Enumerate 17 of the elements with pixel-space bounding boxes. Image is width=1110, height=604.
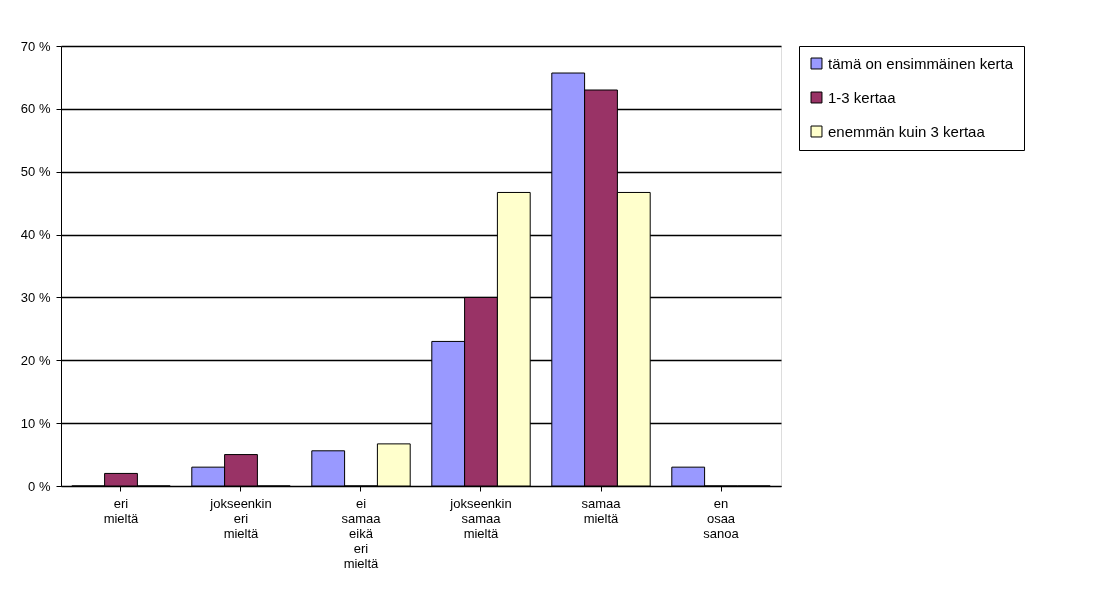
- y-tick-label: 60 %: [20, 101, 51, 117]
- legend-label: 1-3 kertaa: [828, 88, 897, 106]
- y-tick-label: 40 %: [20, 227, 51, 243]
- x-tick-label: samaa mieltä: [581, 495, 622, 526]
- x-tick-label: en osaa sanoa: [703, 495, 740, 541]
- x-tick-label: ei samaa eikä eri mieltä: [341, 495, 382, 571]
- y-tick-label: 10 %: [20, 415, 51, 431]
- y-tick-label: 70 %: [20, 38, 51, 54]
- x-tick-label: jokseenkin samaa mieltä: [449, 495, 512, 541]
- y-tick-label: 20 %: [20, 352, 51, 368]
- legend-label: tämä on ensimmäinen kerta: [828, 54, 1014, 72]
- x-tick-label: jokseenkin eri mieltä: [209, 495, 272, 541]
- x-tick-label: eri mieltä: [103, 495, 140, 526]
- y-tick-label: 0 %: [28, 478, 51, 494]
- y-tick-label: 30 %: [20, 289, 51, 305]
- legend-label: enemmän kuin 3 kertaa: [828, 122, 986, 140]
- y-tick-label: 50 %: [20, 164, 51, 180]
